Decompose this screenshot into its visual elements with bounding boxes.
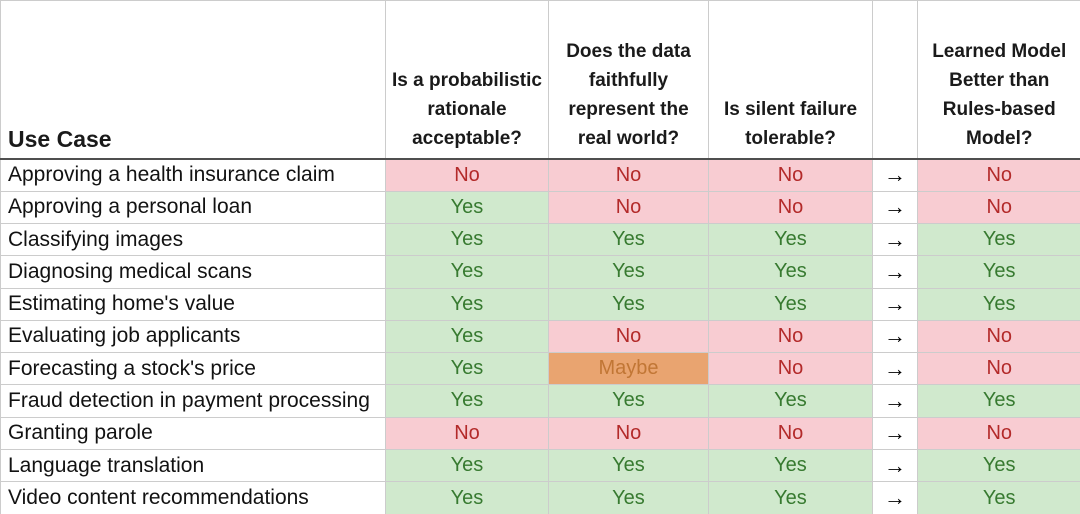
value-cell-learned-model: Yes xyxy=(917,222,1080,257)
arrow-cell: → xyxy=(872,416,918,450)
table-row: Approving a health insurance claim No No… xyxy=(0,158,1080,192)
right-arrow-icon: → xyxy=(884,258,906,284)
value-cell-silent-failure: Yes xyxy=(708,384,873,418)
value-cell-silent-failure: Yes xyxy=(708,287,873,321)
value-cell-faithful-data: Yes xyxy=(548,255,709,289)
value-cell-probabilistic: No xyxy=(385,416,549,450)
arrow-cell: → xyxy=(872,255,918,289)
value-cell-silent-failure: Yes xyxy=(708,481,873,514)
value-cell-silent-failure: Yes xyxy=(708,255,873,289)
header-learned-model: Learned Model Better than Rules-based Mo… xyxy=(917,0,1080,160)
arrow-cell: → xyxy=(872,319,918,354)
use-case-cell: Fraud detection in payment processing xyxy=(0,384,386,418)
value-cell-faithful-data: No xyxy=(548,319,709,354)
header-silent-failure: Is silent failure tolerable? xyxy=(708,0,873,160)
arrow-cell: → xyxy=(872,448,918,483)
table-row: Forecasting a stock's price Yes Maybe No… xyxy=(0,352,1080,386)
value-cell-silent-failure: No xyxy=(708,190,873,224)
value-cell-silent-failure: No xyxy=(708,416,873,450)
value-cell-faithful-data: Yes xyxy=(548,481,709,514)
arrow-cell: → xyxy=(872,384,918,418)
use-case-cell: Video content recommendations xyxy=(0,481,386,514)
value-cell-faithful-data: Yes xyxy=(548,384,709,418)
use-case-cell: Diagnosing medical scans xyxy=(0,255,386,289)
value-cell-silent-failure: Yes xyxy=(708,448,873,483)
value-cell-silent-failure: Yes xyxy=(708,222,873,257)
use-case-cell: Granting parole xyxy=(0,416,386,450)
value-cell-learned-model: Yes xyxy=(917,481,1080,514)
right-arrow-icon: → xyxy=(884,226,906,252)
use-case-cell: Evaluating job applicants xyxy=(0,319,386,354)
right-arrow-icon: → xyxy=(884,291,906,317)
value-cell-learned-model: Yes xyxy=(917,287,1080,321)
arrow-cell: → xyxy=(872,190,918,224)
table-row: Fraud detection in payment processing Ye… xyxy=(0,384,1080,418)
table-row: Language translation Yes Yes Yes → Yes xyxy=(0,448,1080,483)
value-cell-probabilistic: Yes xyxy=(385,448,549,483)
value-cell-learned-model: No xyxy=(917,319,1080,354)
use-case-cell: Language translation xyxy=(0,448,386,483)
value-cell-faithful-data: No xyxy=(548,158,709,192)
use-case-cell: Estimating home's value xyxy=(0,287,386,321)
right-arrow-icon: → xyxy=(884,485,906,511)
use-case-cell: Classifying images xyxy=(0,222,386,257)
value-cell-learned-model: No xyxy=(917,352,1080,386)
value-cell-silent-failure: No xyxy=(708,158,873,192)
table-row: Estimating home's value Yes Yes Yes → Ye… xyxy=(0,287,1080,321)
value-cell-faithful-data: Yes xyxy=(548,448,709,483)
arrow-cell: → xyxy=(872,158,918,192)
table-row: Video content recommendations Yes Yes Ye… xyxy=(0,481,1080,514)
header-row: Use Case Is a probabilistic rationale ac… xyxy=(0,0,1080,160)
right-arrow-icon: → xyxy=(884,452,906,478)
value-cell-faithful-data: No xyxy=(548,190,709,224)
value-cell-faithful-data: Yes xyxy=(548,287,709,321)
table-row: Classifying images Yes Yes Yes → Yes xyxy=(0,222,1080,257)
value-cell-probabilistic: Yes xyxy=(385,319,549,354)
value-cell-probabilistic: Yes xyxy=(385,190,549,224)
right-arrow-icon: → xyxy=(884,355,906,381)
value-cell-probabilistic: Yes xyxy=(385,384,549,418)
value-cell-learned-model: No xyxy=(917,416,1080,450)
value-cell-learned-model: Yes xyxy=(917,448,1080,483)
value-cell-faithful-data: Maybe xyxy=(548,352,709,386)
use-case-header: Use Case xyxy=(0,0,386,160)
right-arrow-icon: → xyxy=(884,323,906,349)
table-row: Approving a personal loan Yes No No → No xyxy=(0,190,1080,224)
arrow-cell: → xyxy=(872,287,918,321)
value-cell-silent-failure: No xyxy=(708,319,873,354)
value-cell-probabilistic: Yes xyxy=(385,481,549,514)
arrow-cell: → xyxy=(872,352,918,386)
right-arrow-icon: → xyxy=(884,387,906,413)
value-cell-learned-model: Yes xyxy=(917,255,1080,289)
value-cell-probabilistic: Yes xyxy=(385,352,549,386)
value-cell-probabilistic: Yes xyxy=(385,287,549,321)
header-data-faithful: Does the data faithfully represent the r… xyxy=(548,0,709,160)
table-row: Granting parole No No No → No xyxy=(0,416,1080,450)
value-cell-learned-model: No xyxy=(917,190,1080,224)
header-probabilistic-rationale: Is a probabilistic rationale acceptable? xyxy=(385,0,549,160)
use-case-cell: Forecasting a stock's price xyxy=(0,352,386,386)
arrow-cell: → xyxy=(872,222,918,257)
table-row: Diagnosing medical scans Yes Yes Yes → Y… xyxy=(0,255,1080,289)
header-arrow-spacer xyxy=(872,0,918,160)
table-row: Evaluating job applicants Yes No No → No xyxy=(0,319,1080,354)
value-cell-learned-model: Yes xyxy=(917,384,1080,418)
use-case-cell: Approving a health insurance claim xyxy=(0,158,386,192)
value-cell-faithful-data: No xyxy=(548,416,709,450)
right-arrow-icon: → xyxy=(884,194,906,220)
right-arrow-icon: → xyxy=(884,162,906,188)
right-arrow-icon: → xyxy=(884,420,906,446)
value-cell-probabilistic: Yes xyxy=(385,222,549,257)
value-cell-probabilistic: Yes xyxy=(385,255,549,289)
value-cell-learned-model: No xyxy=(917,158,1080,192)
value-cell-faithful-data: Yes xyxy=(548,222,709,257)
arrow-cell: → xyxy=(872,481,918,514)
value-cell-silent-failure: No xyxy=(708,352,873,386)
value-cell-probabilistic: No xyxy=(385,158,549,192)
use-case-cell: Approving a personal loan xyxy=(0,190,386,224)
